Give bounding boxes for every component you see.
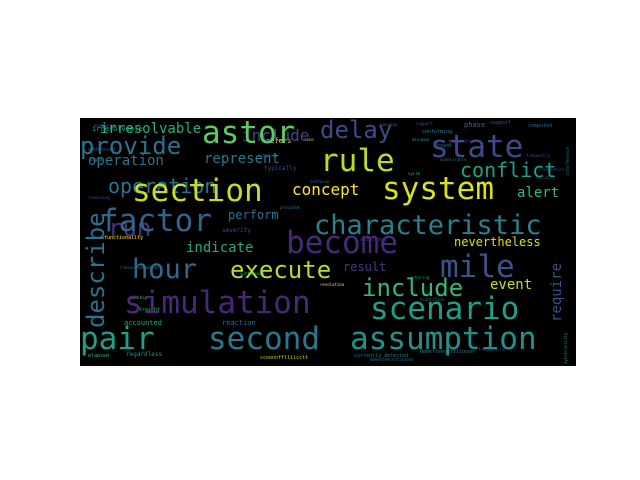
cloud-word: remaining: [88, 195, 110, 200]
cloud-word: mile: [440, 249, 515, 285]
cloud-word: scenario: [370, 291, 520, 327]
cloud-word: operation: [108, 174, 217, 198]
cloud-word: support: [94, 123, 116, 129]
cloud-word: transition: [420, 297, 445, 302]
cloud-word: elapsed: [88, 353, 110, 359]
cloud-word: delay: [320, 118, 393, 144]
cloud-word: hour: [132, 254, 198, 285]
cloud-word: entering: [410, 275, 430, 280]
cloud-word: perform: [228, 208, 279, 222]
cloud-word: provide: [80, 132, 182, 160]
cloud-word: pair: [80, 321, 155, 357]
cloud-word: regardless: [126, 351, 163, 358]
cloud-word: resolution: [320, 282, 345, 287]
cloud-word: frequentire: [538, 167, 565, 172]
cloud-word: include: [242, 126, 310, 145]
cloud-word: ownship: [130, 295, 147, 300]
cloud-word: ownship: [380, 122, 397, 127]
cloud-word: spilliont: [360, 237, 388, 243]
cloud-word: simulation: [124, 285, 311, 321]
cloud-word: interference: [565, 147, 570, 176]
cloud-word: achieved: [258, 153, 278, 158]
cloud-word: addressed: [88, 147, 116, 153]
cloud-word: provided: [280, 205, 300, 210]
cloud-word: frequentire: [478, 347, 505, 352]
cloud-word: straight: [136, 307, 161, 313]
cloud-word: computed: [528, 123, 553, 129]
cloud-word: functionality: [104, 235, 144, 241]
cloud-word: rreevviieewweedd: [120, 265, 159, 270]
cloud-word: conflict: [460, 158, 557, 182]
cloud-word: refers: [266, 137, 292, 145]
cloud-word: irresolvable: [92, 125, 143, 133]
cloud-word: alert: [517, 185, 560, 201]
cloud-word: astor: [202, 118, 296, 151]
cloud-word: nevertheless: [454, 235, 541, 249]
cloud-word: support: [416, 121, 433, 126]
cloud-word: frequently: [526, 153, 551, 158]
cloud-word: rule: [320, 143, 395, 179]
cloud-word: minimum: [412, 137, 429, 142]
cloud-word: frequently: [448, 139, 473, 144]
cloud-word: state: [430, 129, 524, 165]
cloud-word: system: [382, 171, 494, 207]
cloud-word: factor: [100, 203, 212, 239]
cloud-word: execute: [230, 256, 332, 284]
cloud-word: found: [436, 143, 452, 149]
cloud-word: ccoonnfflliicctt: [260, 355, 309, 361]
cloud-word: include: [362, 274, 464, 302]
word-cloud: support frequently addressed achieved su…: [80, 118, 576, 366]
cloud-word: severity: [222, 227, 251, 234]
cloud-word: conforming: [422, 129, 453, 135]
cloud-word: reaction: [222, 319, 256, 327]
cloud-word: mutually: [536, 175, 556, 180]
cloud-word: accounted: [124, 319, 162, 327]
cloud-word: undesirable: [440, 157, 467, 162]
cloud-word: second: [208, 321, 320, 357]
cloud-word: irresolvable: [100, 121, 202, 137]
cloud-word: uuttaassdd: [240, 271, 265, 276]
cloud-word: support: [490, 120, 512, 126]
cloud-word: cycle: [408, 171, 421, 176]
cloud-word: require: [549, 262, 565, 322]
cloud-word: ddeetteeccttiioonn: [370, 357, 414, 362]
cloud-word: characteristic: [314, 210, 542, 241]
cloud-word: operation: [88, 153, 164, 169]
cloud-word: phase: [464, 121, 486, 129]
cloud-word: currently detected: [354, 353, 409, 359]
cloud-word: result: [343, 260, 387, 274]
cloud-word: become: [286, 225, 398, 261]
cloud-word: ddeetteeccttiioonn: [420, 349, 475, 355]
cloud-word: event: [490, 277, 533, 293]
cloud-word: continue: [310, 179, 330, 184]
cloud-word: represent: [204, 151, 280, 167]
cloud-word: zone: [304, 137, 314, 142]
cloud-word: run: [108, 214, 152, 242]
cloud-word: assumption: [350, 321, 537, 357]
cloud-word: synchronicity: [563, 332, 568, 364]
cloud-word: signal: [90, 157, 105, 162]
cloud-word: typically: [264, 165, 297, 172]
cloud-word: indicate: [186, 240, 254, 256]
cloud-word: concept: [292, 180, 360, 199]
cloud-word: section: [132, 173, 263, 209]
